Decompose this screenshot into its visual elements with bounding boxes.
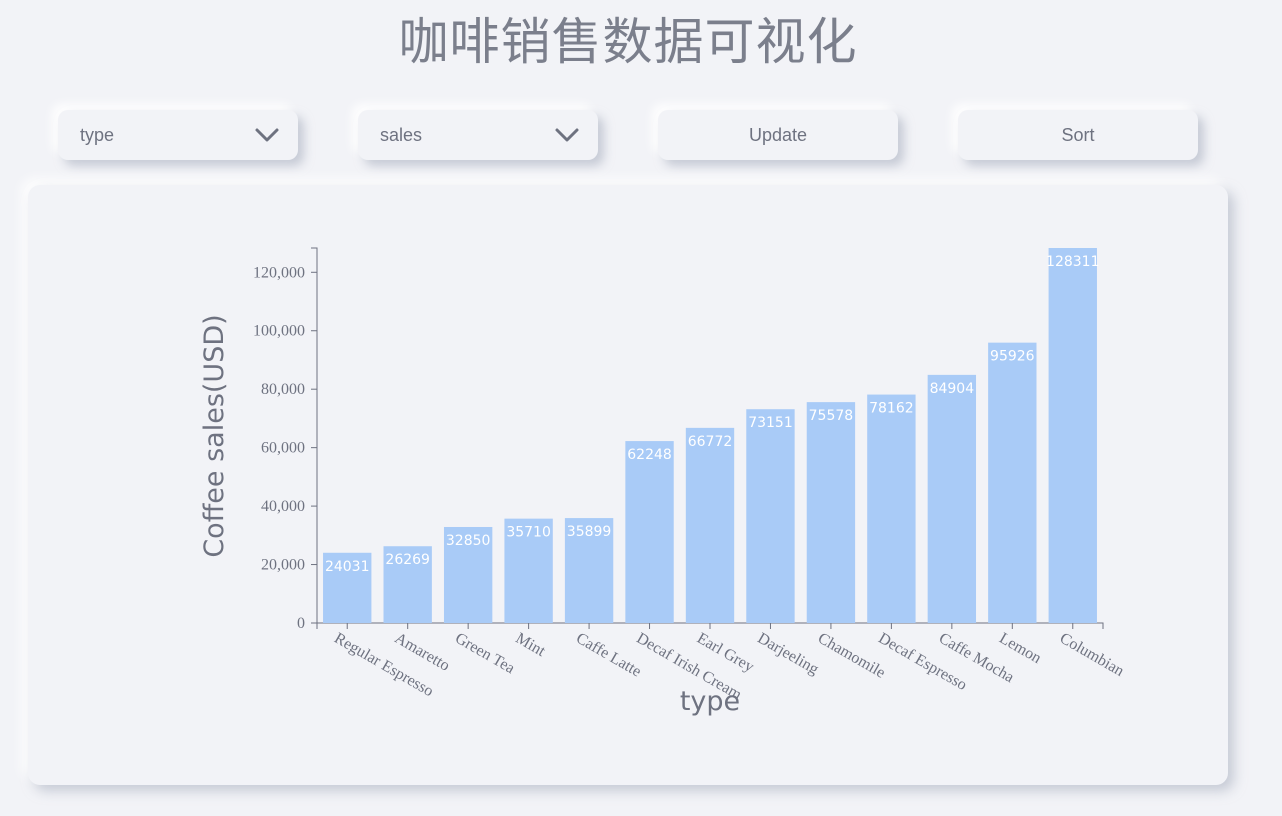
bar[interactable] (685, 427, 735, 623)
update-button-label: Update (748, 124, 808, 145)
sort-button-label: Sort (1061, 124, 1095, 145)
x-tick-label: Caffe Latte (573, 630, 644, 681)
bar-value-label: 84904 (930, 381, 975, 397)
bar-value-label: 32850 (446, 533, 491, 549)
y-tick-label: 60,000 (261, 440, 305, 457)
y-tick-label: 20,000 (261, 557, 305, 574)
bar[interactable] (867, 394, 916, 623)
x-axis-title: type (680, 686, 740, 717)
bar[interactable] (443, 526, 493, 623)
bar-value-label: 95926 (990, 349, 1035, 365)
x-tick-label: Green Tea (452, 630, 517, 678)
x-field-select[interactable]: type (58, 110, 298, 160)
bar-value-label: 62248 (627, 447, 672, 463)
bar[interactable] (927, 374, 977, 623)
x-tick-label: Columbian (1057, 630, 1127, 680)
bar-value-label: 35710 (506, 525, 551, 541)
y-tick-label: 80,000 (261, 381, 305, 398)
y-tick-label: 100,000 (253, 323, 305, 340)
bar[interactable] (1048, 248, 1097, 623)
page-title: 咖啡销售数据可视化 (398, 13, 858, 71)
x-tick-label: Lemon (996, 630, 1044, 667)
bar-value-label: 73151 (748, 415, 793, 431)
y-tick-label: 40,000 (261, 498, 305, 515)
bar-value-label: 24031 (325, 559, 370, 575)
chevron-down-icon (555, 128, 579, 142)
x-tick-label: Regular Espresso (331, 630, 436, 700)
bar-chart: 0 20,000 40,000 60,000 80,000 100,000 120,000 2… (199, 247, 1127, 717)
x-tick-label: Darjeeling (754, 630, 821, 678)
y-field-select[interactable]: sales (358, 110, 598, 160)
x-field-select-value: type (80, 124, 115, 145)
y-axis-title: Coffee sales(USD) (199, 314, 230, 557)
y-tick-label: 120,000 (253, 264, 305, 281)
bar-value-label: 26269 (385, 552, 430, 568)
x-tick-label: Mint (513, 630, 549, 661)
bar-value-label: 66772 (688, 434, 733, 450)
y-field-select-value: sales (380, 124, 423, 145)
bar[interactable] (806, 402, 856, 623)
y-tick-label: 0 (297, 615, 305, 632)
chevron-down-icon (255, 128, 279, 142)
y-axis-line (311, 247, 318, 624)
sort-button[interactable]: Sort (958, 110, 1198, 160)
bar-value-label: 78162 (869, 401, 914, 417)
chart-card: 0 20,000 40,000 60,000 80,000 100,000 120,000 2… (28, 185, 1228, 785)
bar[interactable] (988, 342, 1037, 623)
bar[interactable] (625, 441, 674, 623)
bar[interactable] (323, 552, 372, 623)
update-button[interactable]: Update (658, 110, 898, 160)
bar[interactable] (746, 409, 795, 623)
bar[interactable] (564, 518, 614, 623)
bar[interactable] (383, 546, 432, 623)
bar-value-label: 128311 (1046, 254, 1099, 270)
bar-value-label: 35899 (567, 524, 612, 540)
x-tick-label: Chamomile (815, 630, 888, 682)
bar-value-label: 75578 (809, 408, 854, 424)
bar[interactable] (504, 518, 553, 623)
